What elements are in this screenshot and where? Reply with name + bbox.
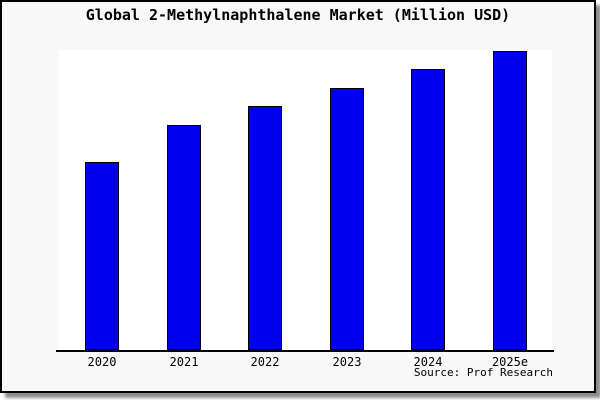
x-tick-label-2022: 2022 bbox=[250, 355, 280, 369]
bar-2025e bbox=[493, 51, 527, 350]
x-tick-label-2023: 2023 bbox=[332, 355, 362, 369]
source-note: Source: Prof Research bbox=[413, 366, 553, 379]
x-tick-label-2020: 2020 bbox=[87, 355, 117, 369]
chart-figure: Global 2-Methylnaphthalene Market (Milli… bbox=[0, 0, 596, 393]
x-tick-label-2025e: 2025e bbox=[491, 355, 529, 369]
bar-2020 bbox=[85, 162, 119, 350]
bar-2021 bbox=[167, 125, 201, 350]
x-axis-line bbox=[56, 350, 554, 352]
chart-title: Global 2-Methylnaphthalene Market (Milli… bbox=[85, 6, 511, 24]
bar-2022 bbox=[248, 106, 282, 350]
x-tick-label-2021: 2021 bbox=[169, 355, 199, 369]
plot-area bbox=[59, 50, 552, 350]
bar-2024 bbox=[411, 69, 445, 350]
bar-2023 bbox=[330, 88, 364, 350]
x-tick-label-2024: 2024 bbox=[413, 355, 443, 369]
